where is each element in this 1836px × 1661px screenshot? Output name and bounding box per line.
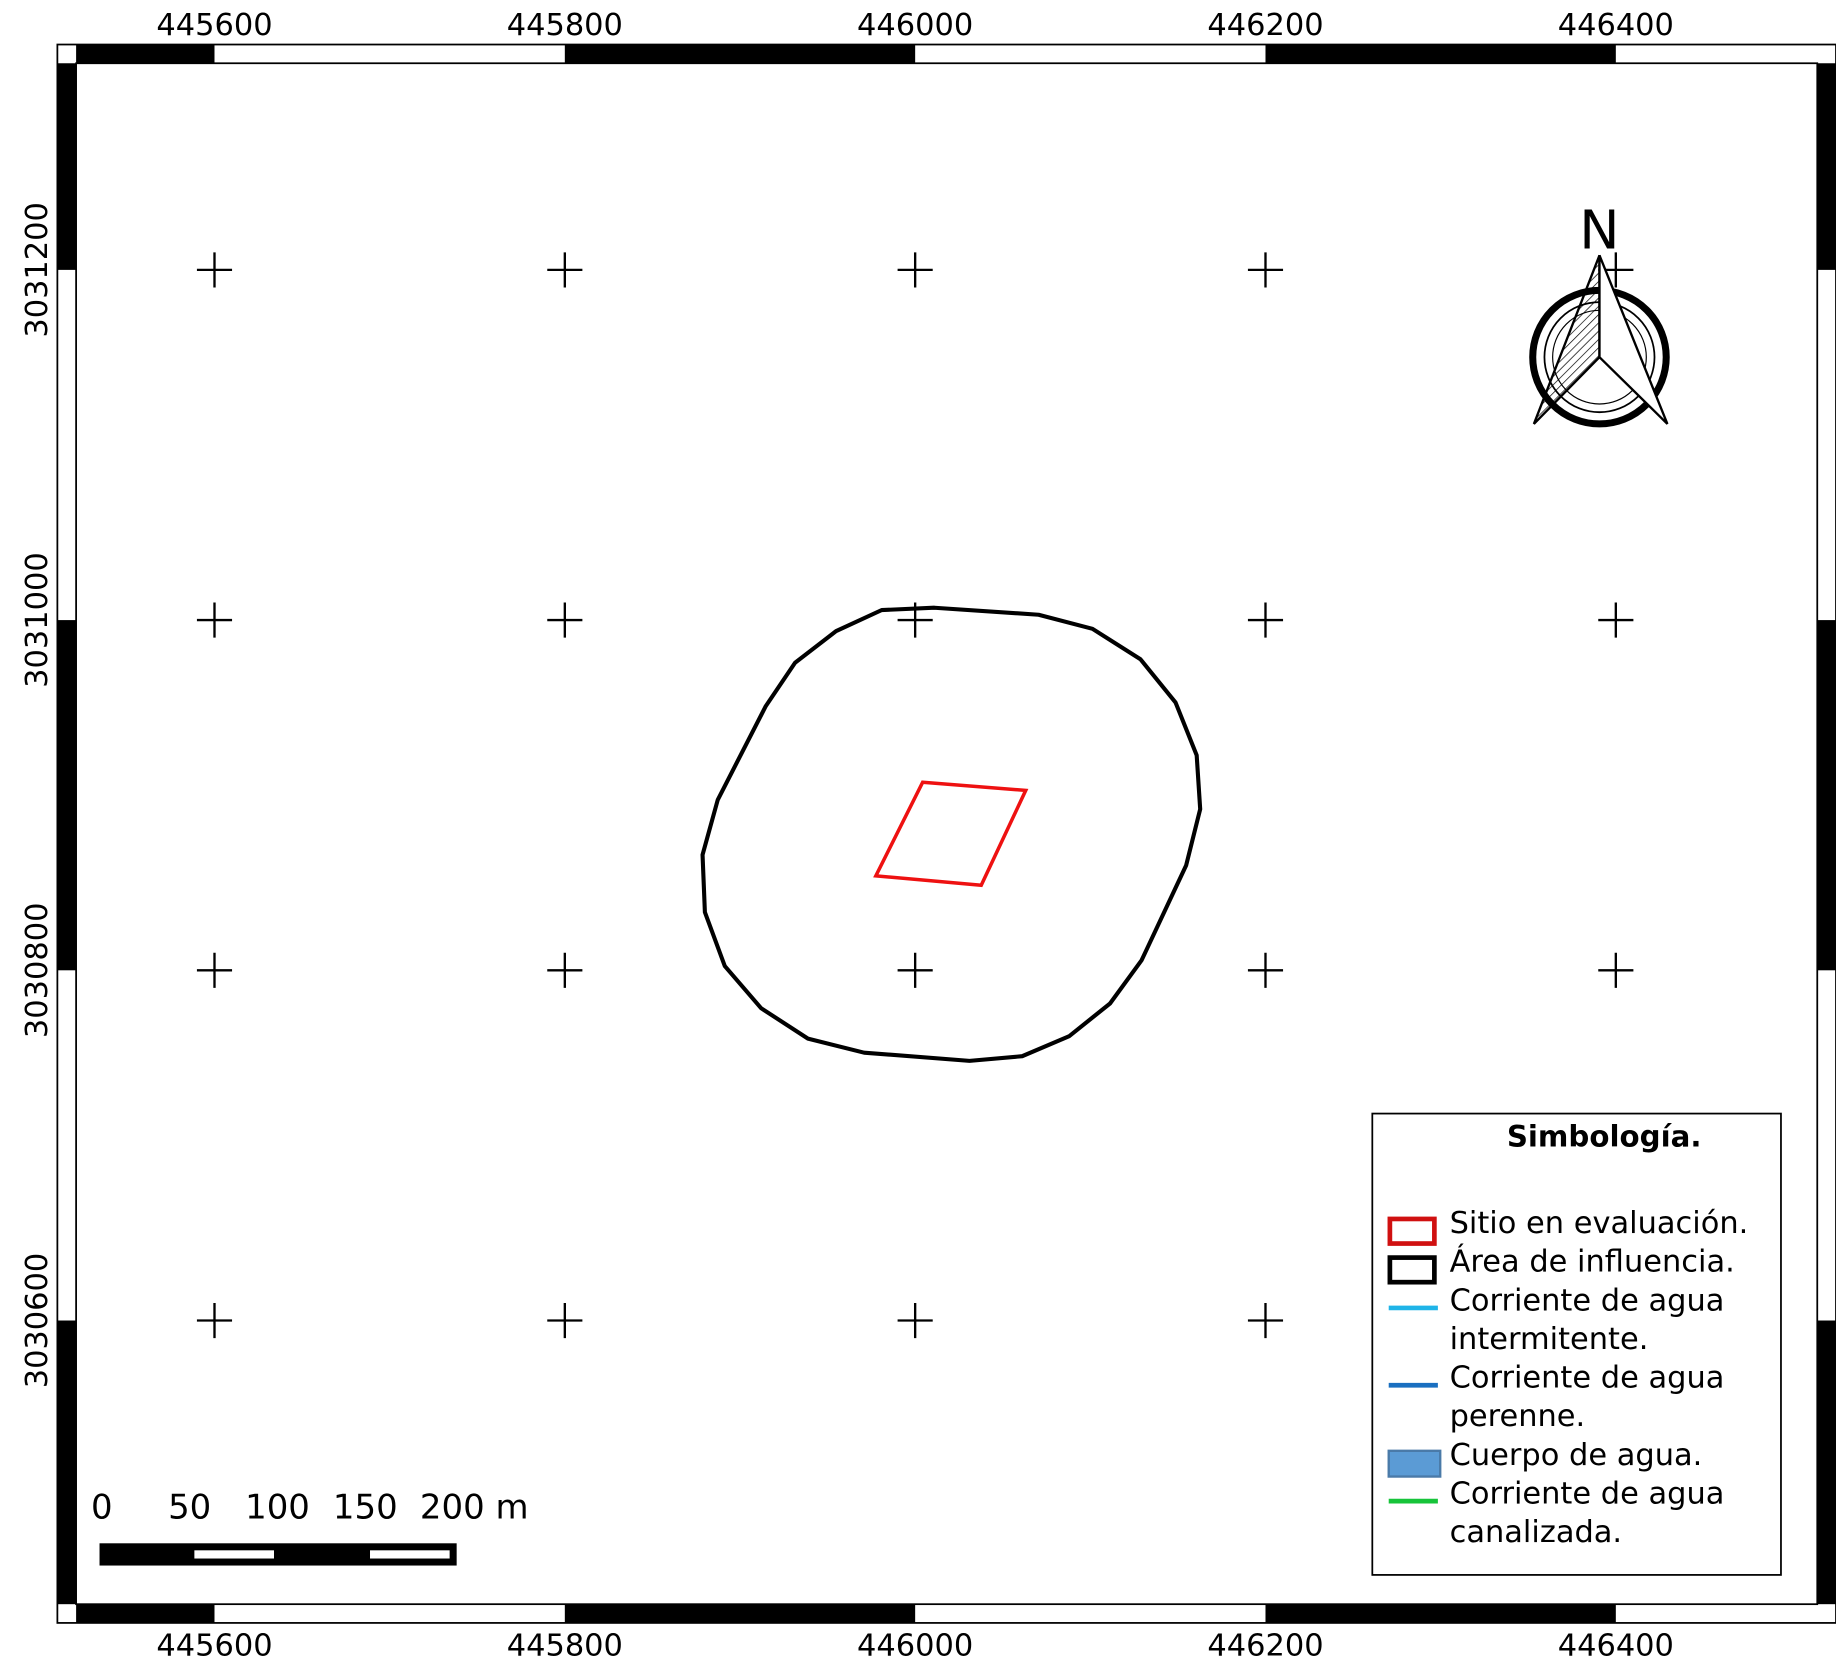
x-tick-label: 446400 — [1558, 8, 1674, 43]
frame-band — [57, 1320, 77, 1605]
x-tick-label: 446200 — [1207, 1629, 1323, 1661]
frame-band — [1817, 620, 1836, 971]
site-polygon — [873, 780, 1029, 888]
frame-band — [564, 1604, 916, 1623]
legend-label: Sitio en evaluación. — [1450, 1206, 1749, 1241]
grid-cross — [897, 952, 933, 988]
x-tick-label: 445600 — [156, 1629, 272, 1661]
influence-area — [700, 605, 1203, 1063]
x-tick-label: 445600 — [156, 8, 272, 43]
scale-bar — [99, 1543, 457, 1566]
frame-inner — [75, 62, 1819, 1606]
y-tick-label: 3031200 — [20, 202, 55, 338]
grid-cross — [196, 252, 233, 288]
legend-label: Corriente de agua — [1450, 1361, 1725, 1396]
scale-labels: 0 50 100 150 200 m — [91, 1488, 528, 1528]
grid-cross — [1247, 952, 1284, 988]
scale-label: 200 m — [420, 1488, 529, 1528]
grid-cross — [897, 252, 933, 288]
frame-band — [76, 1604, 215, 1623]
grid-cross — [1247, 252, 1284, 288]
frame-band — [57, 620, 77, 971]
x-tick-label: 446400 — [1558, 1629, 1674, 1661]
grid-cross — [1247, 602, 1284, 638]
frame-band — [564, 44, 916, 64]
grid-cross — [1598, 952, 1634, 988]
grid-cross — [547, 252, 583, 288]
scale-label: 0 — [91, 1488, 113, 1528]
grid-cross — [547, 602, 583, 638]
legend-symbol — [1387, 1449, 1442, 1478]
y-tick-label: 3030600 — [20, 1253, 55, 1389]
grid-cross — [196, 602, 233, 638]
frame-band — [1817, 1320, 1836, 1605]
scale-label: 50 — [168, 1488, 211, 1528]
legend-label: canalizada. — [1450, 1515, 1623, 1550]
grid-cross — [547, 1302, 583, 1339]
north-arrow: N — [1529, 198, 1670, 428]
grid-cross — [547, 952, 583, 988]
frame-band — [1817, 63, 1836, 270]
legend-label: intermitente. — [1450, 1322, 1649, 1357]
grid: 445600 445600 445800 445800 446000 446000 4462… — [20, 8, 1674, 1661]
x-tick-label: 445800 — [507, 1629, 623, 1661]
frame-band — [57, 63, 77, 270]
y-tick-label: 3030800 — [20, 903, 55, 1039]
legend-label: Corriente de agua — [1450, 1476, 1725, 1511]
frame-band — [76, 44, 215, 64]
grid-cross — [196, 1302, 233, 1339]
grid-cross — [196, 952, 233, 988]
north-label: N — [1579, 198, 1619, 261]
legend-label: Corriente de agua — [1450, 1283, 1725, 1318]
legend-label: Cuerpo de agua. — [1450, 1438, 1703, 1473]
x-tick-label: 446000 — [857, 8, 973, 43]
legend-symbol — [1387, 1216, 1437, 1246]
grid-cross — [897, 1302, 933, 1339]
legend: Sitio en evaluación.Área de influencia.C… — [1387, 1206, 1749, 1550]
legend-symbol — [1387, 1255, 1437, 1285]
scale-label: 150 — [333, 1488, 398, 1528]
grid-cross — [1247, 1302, 1284, 1339]
frame-band — [1265, 1604, 1616, 1623]
legend-title: Simbología. — [1507, 1119, 1702, 1153]
x-tick-label: 446000 — [857, 1629, 973, 1661]
legend-label: Área de influencia. — [1450, 1244, 1735, 1280]
x-tick-label: 446200 — [1207, 8, 1323, 43]
y-tick-label: 3031000 — [20, 552, 55, 688]
x-tick-label: 445800 — [507, 8, 623, 43]
scale-label: 100 — [245, 1488, 310, 1528]
grid-cross — [1598, 602, 1634, 638]
legend-box — [1371, 1112, 1782, 1576]
frame-band — [1265, 44, 1616, 64]
legend-label: perenne. — [1450, 1399, 1586, 1434]
